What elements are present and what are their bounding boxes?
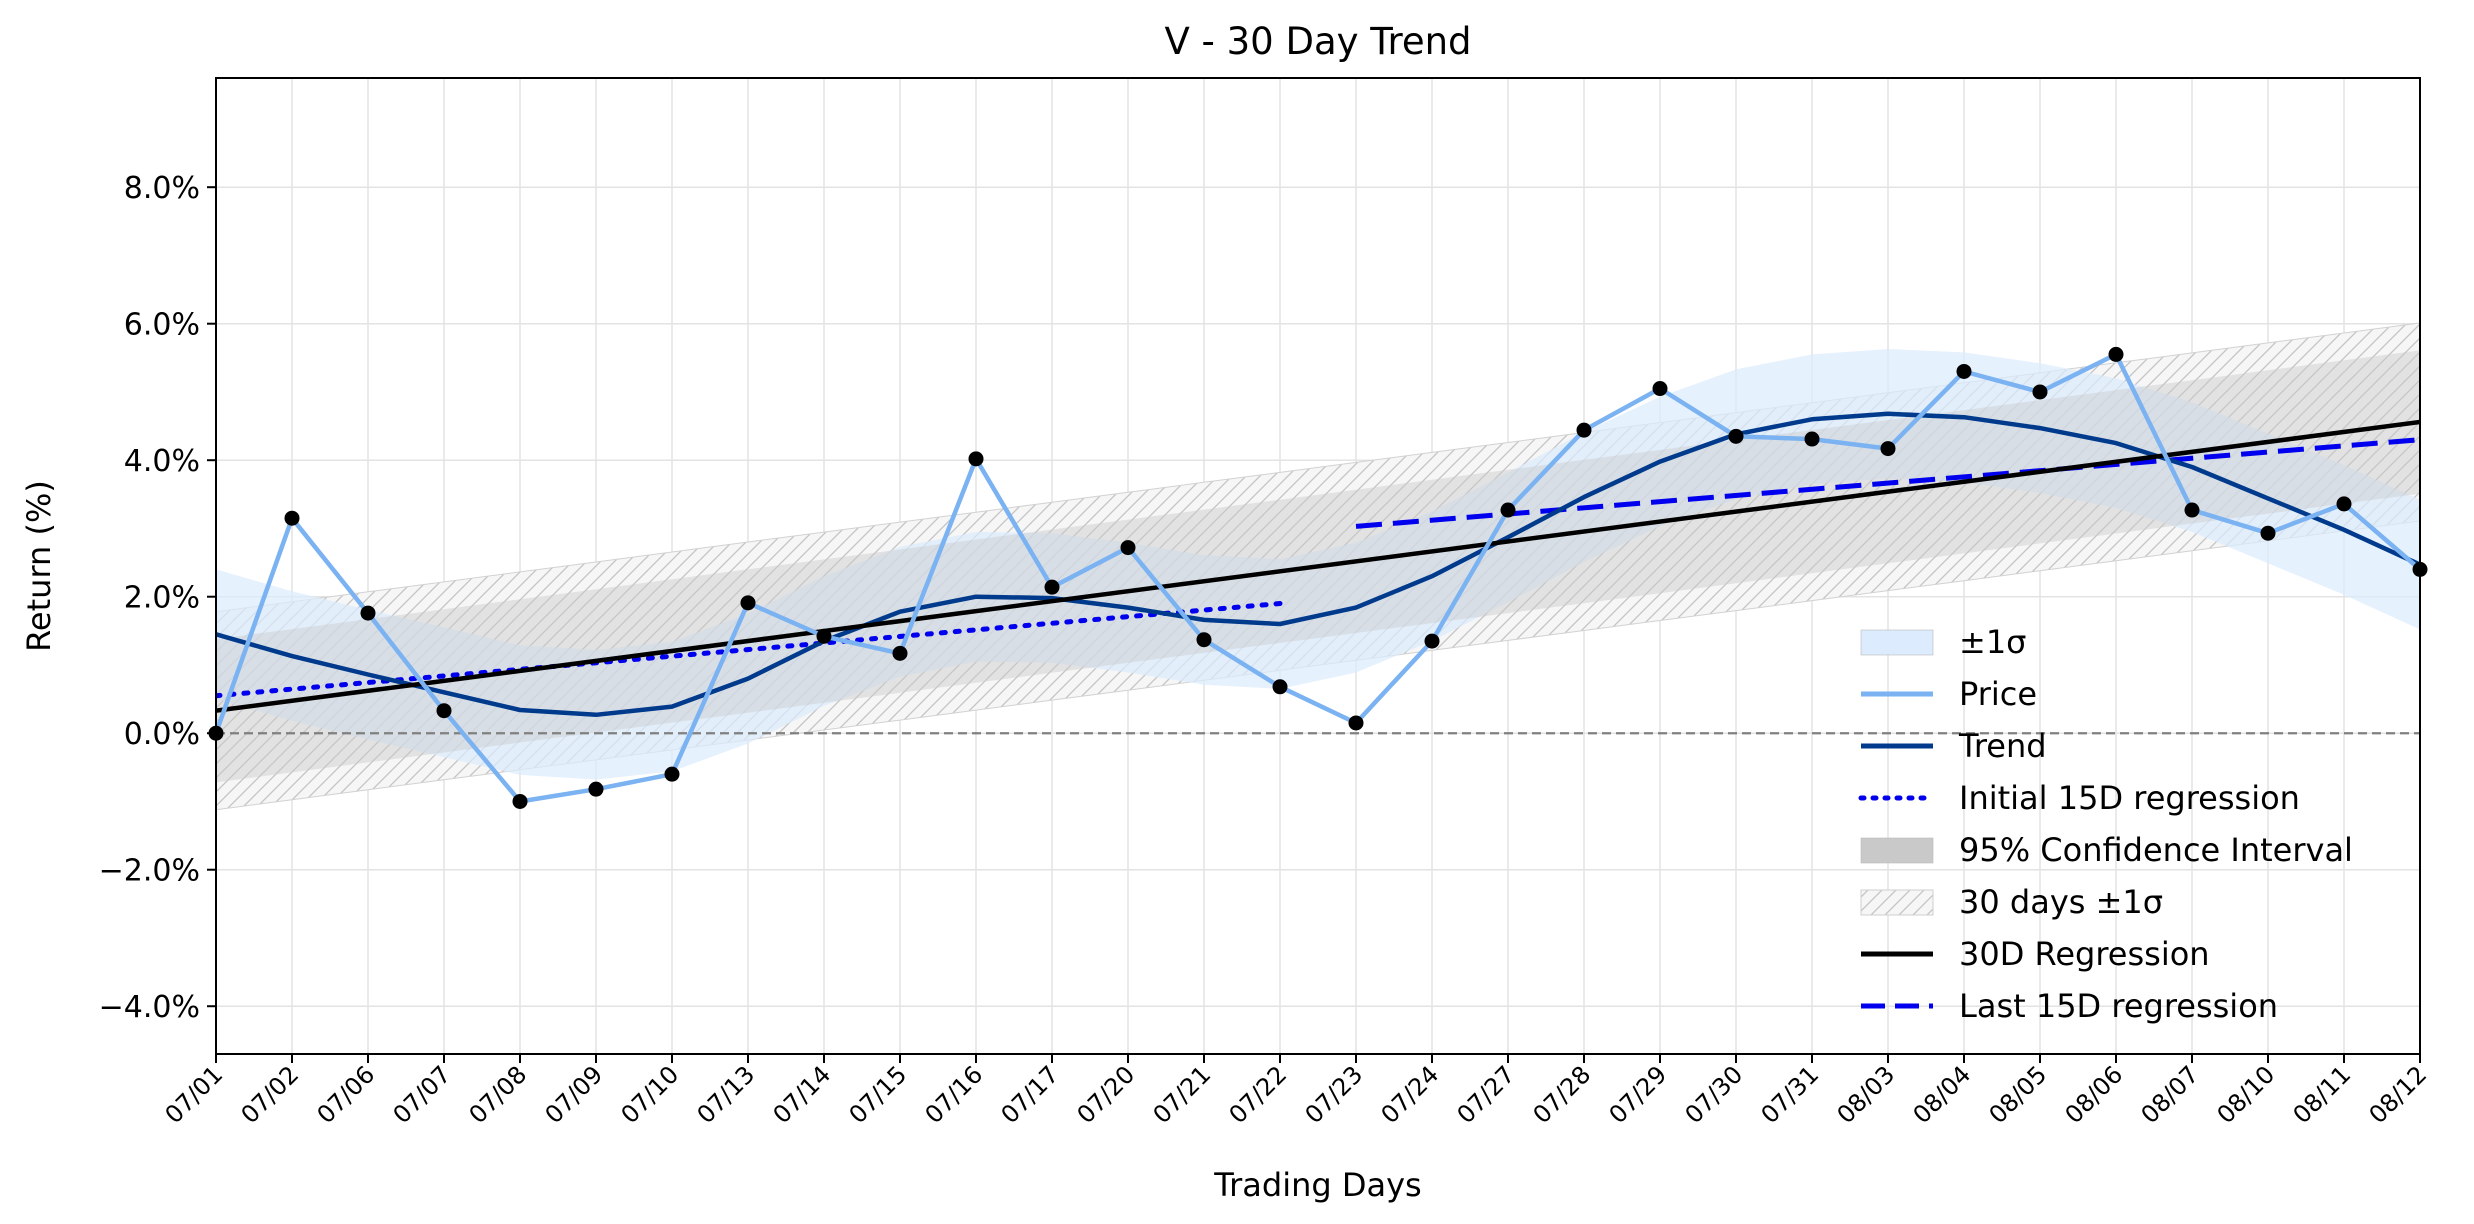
y-tick-label: 0.0% [124,717,200,752]
x-tick-label: 07/27 [1452,1060,1521,1129]
x-tick-label: 07/09 [540,1060,609,1129]
legend-label: Initial 15D regression [1959,779,2300,817]
legend-label: 30 days ±1σ [1959,883,2163,921]
x-tick-label: 07/22 [1224,1060,1293,1129]
x-tick-label: 08/05 [1984,1060,2053,1129]
price-point [1652,381,1668,397]
x-tick-label: 07/13 [692,1060,761,1129]
x-tick-label: 07/29 [1604,1060,1673,1129]
price-point [1576,422,1592,438]
legend-swatch [1860,629,1934,656]
legend-swatch [1860,889,1934,916]
x-tick-label: 08/12 [2364,1060,2433,1129]
legend-label: ±1σ [1959,623,2026,661]
price-point [664,766,680,782]
x-tick-label: 07/31 [1756,1060,1825,1129]
y-tick-label: −2.0% [99,854,200,889]
price-point [968,451,984,467]
x-tick-label: 07/28 [1528,1060,1597,1129]
price-point [816,628,832,644]
price-point [2336,496,2352,512]
price-point [1804,431,1820,447]
y-tick-label: −4.0% [99,990,200,1025]
legend-swatch [1860,837,1934,864]
price-point [1120,540,1136,556]
price-point [892,645,908,661]
price-point [360,605,376,621]
price-point [1272,679,1288,695]
y-tick-label: 6.0% [124,308,200,343]
price-point [1500,502,1516,518]
x-tick-label: 08/04 [1908,1060,1977,1129]
x-tick-label: 07/06 [312,1060,381,1129]
y-axis-label: Return (%) [20,480,58,652]
x-tick-label: 08/11 [2288,1060,2357,1129]
series-trend [216,411,2420,718]
price-point [588,781,604,797]
series-lines [216,352,2420,804]
price-point [1348,715,1364,731]
x-tick-label: 07/15 [844,1060,913,1129]
legend-label: Price [1959,675,2037,713]
x-tick-label: 07/24 [1376,1060,1445,1129]
series-initial-15d-regression [216,601,1283,699]
price-point [1424,633,1440,649]
x-tick-label: 08/03 [1832,1060,1901,1129]
x-tick-label: 07/10 [616,1060,685,1129]
x-tick-label: 07/30 [1680,1060,1749,1129]
x-tick-label: 07/20 [1072,1060,1141,1129]
x-tick-label: 07/08 [464,1060,533,1129]
chart-title: V - 30 Day Trend [1164,20,1471,63]
legend-label: 95% Confidence Interval [1959,831,2353,869]
series-last-15d-regression [1355,437,2420,529]
x-tick-label: 07/01 [160,1060,229,1129]
y-tick-label: 8.0% [124,171,200,206]
price-point [2260,525,2276,541]
y-tick-label: 2.0% [124,581,200,616]
series-30d-regression [216,419,2420,713]
price-point [2108,346,2124,362]
x-tick-label: 07/02 [236,1060,305,1129]
price-point [1196,632,1212,648]
legend-label: Last 15D regression [1959,987,2278,1025]
y-axis-ticks: −4.0% −2.0% 0.0% 2.0% 4.0% 6.0% 8.0% [99,171,216,1025]
x-tick-label: 07/14 [768,1060,837,1129]
price-point [284,510,300,526]
legend-label: Trend [1958,727,2047,765]
x-tick-label: 08/06 [2060,1060,2129,1129]
price-point [512,793,528,809]
x-tick-label: 07/21 [1148,1060,1217,1129]
plot-frame [215,77,2421,1055]
legend-label: 30D Regression [1959,935,2210,973]
x-tick-label: 07/23 [1300,1060,1369,1129]
price-point [2184,502,2200,518]
x-tick-label: 08/10 [2212,1060,2281,1129]
price-point [1044,579,1060,595]
x-tick-label: 07/07 [388,1060,457,1129]
series-price [216,352,2420,804]
price-point [1728,428,1744,444]
x-tick-label: 07/17 [996,1060,1065,1129]
x-axis-label: Trading Days [1213,1166,1421,1204]
x-tick-label: 07/16 [920,1060,989,1129]
price-points [208,346,2428,809]
price-point [1880,441,1896,457]
y-tick-label: 4.0% [124,444,200,479]
price-point [740,595,756,611]
x-tick-label: 08/07 [2136,1060,2205,1129]
price-point [2032,384,2048,400]
price-point [1956,363,1972,379]
legend: ±1σ Price Trend Initial 15D regression 95% C… [1858,623,2353,1025]
price-point [436,703,452,719]
x-axis-ticks: 07/01 07/02 07/06 07/07 07/08 07/09 07/10 07/13… [160,1054,2433,1129]
